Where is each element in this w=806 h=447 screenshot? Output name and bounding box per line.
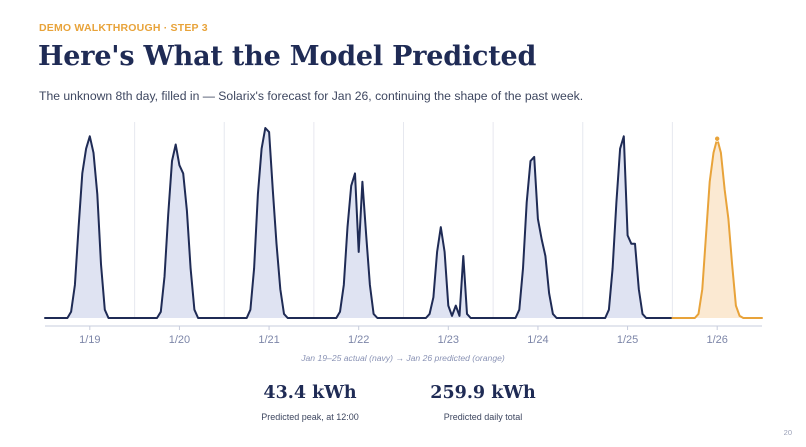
peak-marker <box>714 135 721 142</box>
stat-total-label: Predicted daily total <box>443 412 523 422</box>
eyebrow-label: DEMO WALKTHROUGH · STEP 3 <box>39 22 208 34</box>
x-tick-label: 1/26 <box>706 334 727 346</box>
page-number: 20 <box>783 428 792 437</box>
actual-line-1/25 <box>581 135 674 319</box>
caption-predicted: Jan 26 predicted (orange) <box>406 353 505 363</box>
x-tick-label: 1/21 <box>258 334 279 346</box>
actual-line-1/22 <box>312 172 405 319</box>
page-subtitle: The unknown 8th day, filled in — Solarix… <box>39 89 584 103</box>
caption-arrow: → <box>395 353 404 363</box>
actual-line-1/19 <box>44 135 136 319</box>
actual-area-1/22 <box>313 173 404 318</box>
x-tick-label: 1/20 <box>169 334 190 346</box>
actual-line-1/21 <box>223 127 315 319</box>
chart-legend-caption: Jan 19–25 actual (navy) → Jan 26 predict… <box>0 353 806 363</box>
caption-actual: Jan 19–25 actual (navy) <box>301 353 393 363</box>
actual-line-1/23 <box>402 226 495 319</box>
page-title: Here's What the Model Predicted <box>38 41 537 72</box>
x-tick-label: 1/24 <box>527 334 548 346</box>
actual-line-1/24 <box>492 155 584 319</box>
stat-peak-label: Predicted peak, at 12:00 <box>261 412 359 422</box>
actual-area-1/20 <box>134 144 225 318</box>
stat-predicted-peak: 43.4 kWh Predicted peak, at 12:00 <box>210 383 410 422</box>
actual-area-1/24 <box>493 156 583 318</box>
predicted-area-1/26 <box>672 138 762 318</box>
x-tick-label: 1/23 <box>438 334 459 346</box>
actual-area-1/25 <box>582 136 673 318</box>
stat-peak-value: 43.4 kWh <box>263 383 357 403</box>
x-tick-label: 1/19 <box>79 334 100 346</box>
series-layer <box>44 127 763 319</box>
x-axis-ticks: 1/19 1/20 1/21 1/22 1/23 1/24 1/25 1/26 <box>79 326 728 346</box>
actual-area-1/19 <box>45 136 135 318</box>
stat-total-value: 259.9 kWh <box>430 383 536 403</box>
actual-area-1/21 <box>224 128 314 318</box>
x-tick-label: 1/25 <box>617 334 638 346</box>
actual-line-1/20 <box>133 143 226 319</box>
x-tick-label: 1/22 <box>348 334 369 346</box>
stat-daily-total: 259.9 kWh Predicted daily total <box>383 383 583 422</box>
day-separator-grid <box>134 122 673 318</box>
